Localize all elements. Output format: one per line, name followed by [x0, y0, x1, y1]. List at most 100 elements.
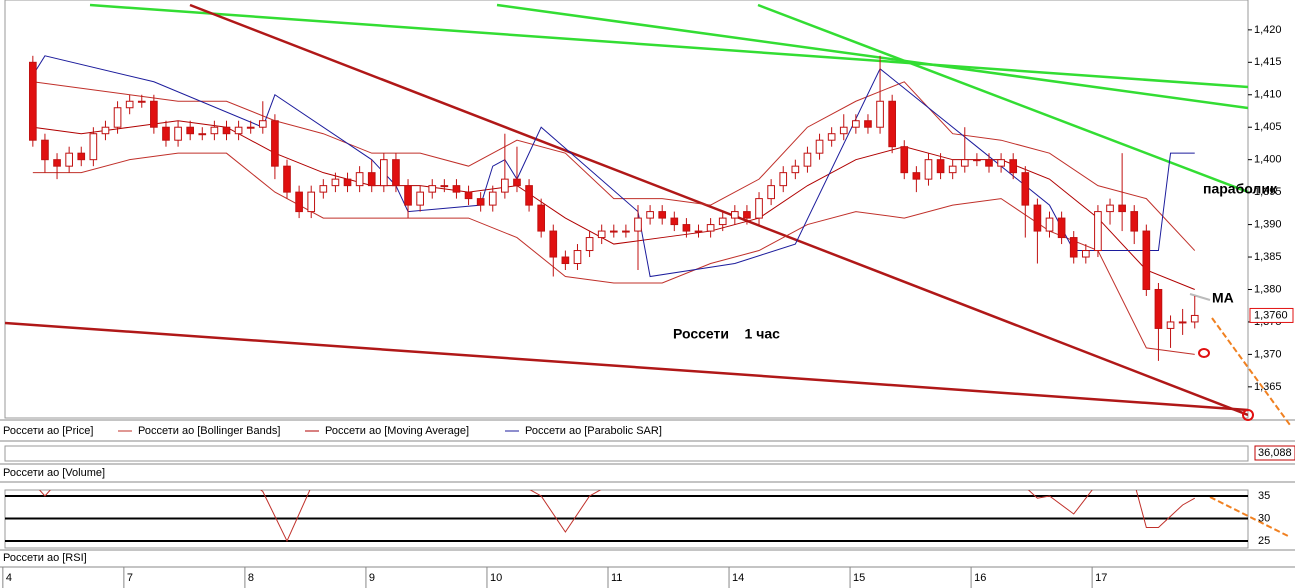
- candle-body: [343, 178, 352, 187]
- y-tick-label: 1,400: [1254, 154, 1282, 166]
- candle-body: [537, 204, 546, 232]
- target-circle: [1198, 348, 1210, 358]
- y-tick-label: 25: [1258, 535, 1270, 547]
- candle-body: [258, 120, 267, 128]
- candle-body: [283, 165, 291, 193]
- candle-body: [1118, 204, 1126, 213]
- candle-body: [77, 152, 86, 161]
- last-price-box: [1249, 307, 1294, 323]
- candle-body: [101, 126, 110, 135]
- candle-body: [791, 165, 800, 174]
- candle-body: [827, 133, 836, 141]
- candle-body: [597, 230, 606, 239]
- trend-line: [189, 3, 1248, 417]
- legend-entry: Россети ао [Parabolic SAR]: [525, 425, 662, 437]
- x-tick-label: 11: [611, 572, 622, 584]
- bollinger-upper: [32, 81, 1196, 251]
- candle-body: [585, 237, 594, 252]
- candle-body: [210, 126, 219, 135]
- annotation: параболик: [1203, 181, 1278, 197]
- candle-body: [89, 133, 98, 161]
- candle-body: [1166, 321, 1175, 329]
- indicator-line: [32, 55, 1195, 278]
- candle-body: [900, 146, 909, 174]
- candle-body: [743, 211, 751, 219]
- y-tick-label: 1,390: [1254, 218, 1282, 230]
- y-tick-label: 1,415: [1254, 56, 1282, 68]
- target-circle: [1242, 409, 1254, 421]
- legend-entry: Россети ао [Price]: [3, 425, 93, 437]
- candle-body: [1154, 288, 1163, 329]
- bollinger-lower: [32, 152, 1195, 355]
- candle-body: [876, 100, 884, 128]
- candle-body: [367, 172, 376, 187]
- candle-body: [622, 230, 630, 233]
- candle-body: [682, 224, 691, 232]
- candle-body: [694, 230, 703, 233]
- volume-last-label: 36,088: [1258, 447, 1292, 459]
- candle-body: [295, 191, 303, 213]
- y-tick-label: 1,420: [1254, 24, 1282, 36]
- candle-body: [222, 126, 231, 135]
- candle-body: [476, 198, 485, 206]
- candle-body: [137, 100, 146, 103]
- x-tick-label: 10: [490, 572, 502, 584]
- y-tick-label: 1,385: [1254, 251, 1282, 263]
- candle-body: [864, 120, 872, 128]
- candle-body: [706, 224, 715, 232]
- candle-body: [513, 178, 521, 187]
- candle-body: [331, 178, 340, 187]
- candle-body: [730, 211, 739, 219]
- candle-body: [718, 217, 727, 226]
- x-tick-label: 9: [369, 572, 375, 584]
- candle-body: [319, 185, 328, 193]
- group: [5, 490, 1248, 543]
- legend-entry: Россети ао [RSI]: [3, 552, 87, 564]
- candle-body: [416, 191, 424, 206]
- candle-body: [888, 100, 896, 148]
- candle-body: [525, 185, 533, 206]
- candle-body: [1130, 211, 1139, 232]
- legend-entry: Россети ао [Bollinger Bands]: [138, 425, 280, 437]
- y-tick-label: 30: [1258, 512, 1270, 524]
- candle-body: [646, 211, 654, 219]
- candle-body: [113, 107, 122, 128]
- candle-body: [912, 172, 921, 180]
- candle-body: [162, 126, 170, 141]
- candle-body: [488, 191, 497, 206]
- candle-body: [271, 120, 279, 167]
- candle-body: [1069, 237, 1078, 258]
- candle-body: [404, 185, 412, 206]
- x-tick-label: 17: [1095, 572, 1107, 584]
- legend-entry: Россети ао [Volume]: [3, 467, 105, 479]
- y-tick-label: 1,365: [1254, 381, 1282, 393]
- candle-body: [307, 191, 316, 213]
- candle-body: [924, 159, 933, 180]
- trend-line: [89, 3, 1248, 89]
- candle-body: [53, 159, 61, 167]
- forecast-arrow: [1209, 496, 1291, 538]
- candle-body: [670, 217, 679, 226]
- chart-layer: 1,420 1,415 1,410 1,405 1,400 1,395 1,390 1,385…: [2, 24, 1295, 588]
- candle-body: [501, 178, 509, 193]
- y-tick-label: 1,395: [1254, 186, 1282, 198]
- candle-body: [246, 126, 255, 129]
- candle-body: [452, 185, 461, 193]
- candle-body: [150, 100, 158, 128]
- group: [29, 55, 1199, 361]
- candle-body: [174, 126, 182, 141]
- candle-body: [960, 159, 969, 167]
- candle-body: [1094, 211, 1102, 252]
- candle-body: [355, 172, 364, 187]
- candle-body: [852, 120, 860, 128]
- candle-body: [573, 250, 582, 265]
- trend-line: [496, 3, 1248, 110]
- y-tick-label: 1,410: [1254, 89, 1282, 101]
- candle-body: [41, 139, 49, 161]
- forecast-arrow: [1211, 317, 1291, 426]
- x-tick-label: 7: [127, 572, 133, 584]
- candle-body: [1106, 204, 1114, 213]
- x-tick-label: 8: [248, 572, 254, 584]
- trend-lines: [5, 3, 1248, 417]
- trend-line: [757, 3, 1248, 194]
